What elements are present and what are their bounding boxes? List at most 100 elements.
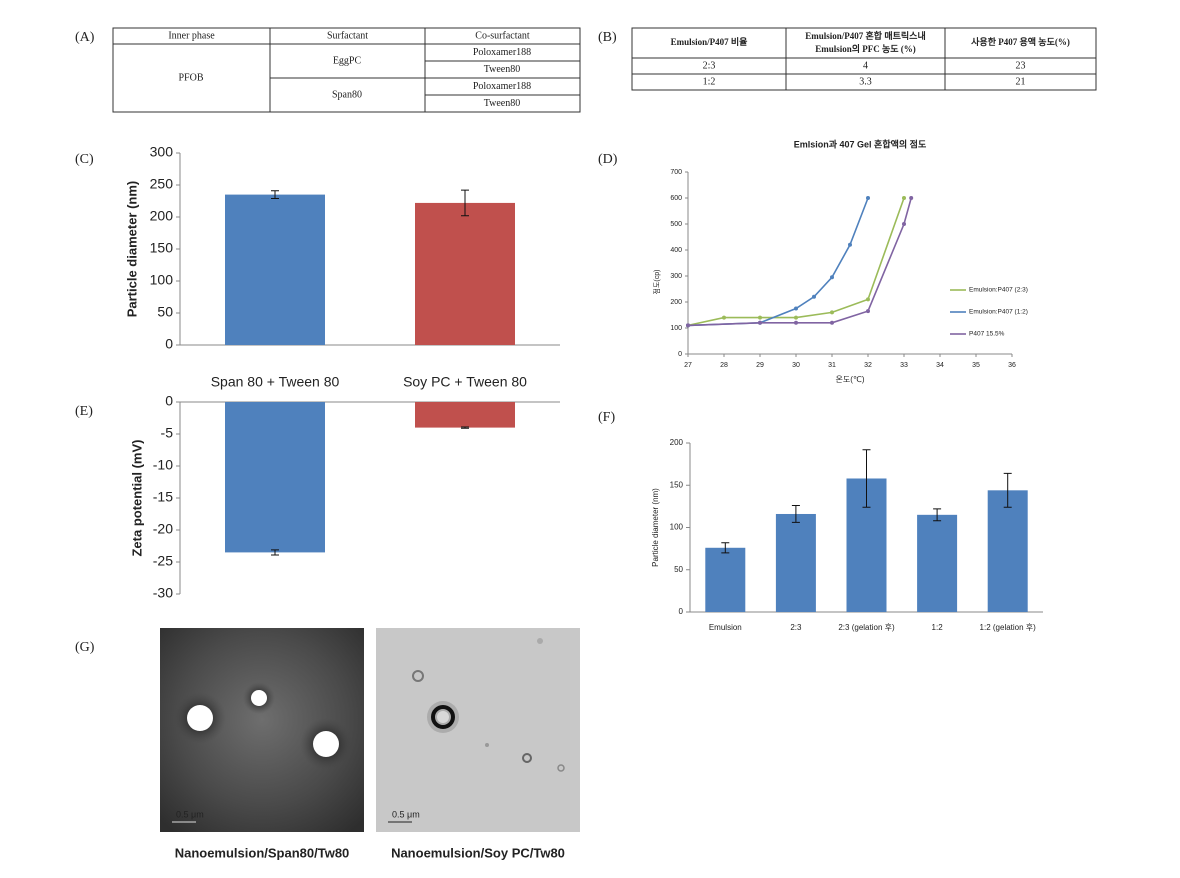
point bbox=[866, 297, 870, 302]
y-tick-label: 300 bbox=[670, 273, 682, 280]
point bbox=[794, 320, 798, 325]
y-tick-label: 150 bbox=[670, 480, 684, 489]
table-header: Inner phase bbox=[168, 30, 215, 41]
y-axis-label: Particle diameter (nm) bbox=[124, 181, 139, 318]
series-line bbox=[687, 197, 869, 327]
panel-label: (A) bbox=[75, 30, 95, 45]
table-cell: Poloxamer188 bbox=[473, 47, 531, 58]
panel-label: (F) bbox=[598, 410, 615, 425]
y-tick-label: -5 bbox=[161, 425, 174, 441]
x-tick-label: 30 bbox=[792, 362, 800, 369]
y-axis-label: Zeta potential (mV) bbox=[129, 439, 144, 556]
point bbox=[902, 222, 906, 226]
y-tick-label: 400 bbox=[670, 247, 682, 254]
y-tick-label: -25 bbox=[153, 553, 173, 569]
y-tick-label: -30 bbox=[153, 585, 173, 601]
legend-label: Emulsion:P407 (1:2) bbox=[969, 309, 1028, 316]
x-tick-label: 35 bbox=[972, 362, 980, 369]
table-cell: EggPC bbox=[333, 55, 362, 66]
x-tick-label: 1:2 (gelation 후) bbox=[980, 623, 1037, 632]
table-header: Surfactant bbox=[327, 30, 368, 41]
y-tick-label: 600 bbox=[670, 195, 682, 202]
bar bbox=[415, 202, 515, 345]
bar bbox=[225, 194, 325, 345]
error-bar bbox=[461, 189, 469, 217]
y-tick-label: 150 bbox=[150, 240, 174, 256]
point bbox=[686, 323, 690, 328]
y-axis-label: Particle diameter (nm) bbox=[651, 488, 660, 567]
x-tick-label: 29 bbox=[756, 362, 764, 369]
table-header: Emulsion/P407 비율 bbox=[671, 36, 748, 47]
y-tick-label: -20 bbox=[153, 521, 173, 537]
y-tick-label: 200 bbox=[670, 438, 684, 447]
point bbox=[866, 196, 870, 200]
table-header: 사용한 P407 용액 농도(%) bbox=[971, 36, 1070, 47]
y-tick-label: -15 bbox=[153, 489, 173, 505]
table-cell: 21 bbox=[1016, 76, 1026, 87]
table-cell: 4 bbox=[863, 60, 868, 71]
x-tick-label: 33 bbox=[900, 362, 908, 369]
bar bbox=[225, 402, 325, 553]
point bbox=[830, 310, 834, 315]
y-tick-label: 100 bbox=[670, 325, 682, 332]
table-cell: 3.3 bbox=[859, 76, 872, 87]
table-cell: 1:2 bbox=[703, 76, 716, 87]
table-cell: Tween80 bbox=[484, 98, 521, 109]
point bbox=[902, 196, 906, 200]
y-tick-label: 300 bbox=[150, 144, 174, 160]
x-tick-label: Emulsion bbox=[709, 623, 742, 632]
point bbox=[866, 309, 870, 314]
error-bar bbox=[933, 508, 942, 522]
bar bbox=[987, 490, 1028, 612]
error-bar bbox=[461, 426, 469, 429]
point bbox=[909, 196, 914, 200]
x-tick-label: 2:3 bbox=[790, 623, 802, 632]
point bbox=[794, 315, 798, 320]
table-cell: Tween80 bbox=[484, 64, 521, 75]
point bbox=[848, 242, 852, 247]
y-tick-label: 100 bbox=[150, 272, 174, 288]
bar bbox=[705, 547, 746, 612]
panel-label: (B) bbox=[598, 30, 617, 45]
table-border bbox=[112, 27, 581, 113]
table-cell: 2:3 bbox=[703, 60, 716, 71]
error-bar bbox=[721, 542, 730, 554]
error-bar bbox=[791, 505, 800, 523]
micrograph-2 bbox=[376, 628, 580, 832]
error-bar bbox=[271, 190, 279, 199]
table-cell: Poloxamer188 bbox=[473, 81, 531, 92]
legend-label: P407 15.5% bbox=[969, 331, 1005, 338]
y-tick-label: 0 bbox=[679, 607, 684, 616]
x-tick-label: 1:2 bbox=[932, 623, 944, 632]
micrograph-caption: Nanoemulsion/Span80/Tw80 bbox=[175, 845, 350, 860]
bar bbox=[415, 402, 515, 428]
point bbox=[758, 320, 762, 325]
table-header: Emulsion의 PFC 농도 (%) bbox=[815, 43, 916, 54]
y-tick-label: 700 bbox=[670, 169, 682, 176]
x-tick-label: 28 bbox=[720, 362, 728, 369]
y-tick-label: 0 bbox=[165, 393, 173, 409]
table-cell: Span80 bbox=[332, 89, 362, 100]
panel-label: (C) bbox=[75, 152, 94, 167]
micrograph-caption: Nanoemulsion/Soy PC/Tw80 bbox=[391, 845, 565, 860]
x-tick-label: 32 bbox=[864, 362, 872, 369]
point bbox=[830, 320, 834, 325]
table-header: Emulsion/P407 혼합 매트릭스내 bbox=[805, 30, 925, 41]
point bbox=[830, 275, 834, 280]
micrograph-1 bbox=[160, 628, 364, 832]
table-border bbox=[631, 27, 1097, 91]
y-tick-label: 100 bbox=[670, 523, 684, 532]
y-tick-label: 50 bbox=[157, 304, 173, 320]
point bbox=[794, 306, 798, 311]
x-tick-label: 2:3 (gelation 후) bbox=[838, 623, 895, 632]
legend-label: Emulsion:P407 (2:3) bbox=[969, 287, 1028, 294]
table-cell: PFOB bbox=[178, 72, 203, 83]
x-axis-label: 온도(℃) bbox=[835, 375, 864, 384]
y-tick-label: 500 bbox=[670, 221, 682, 228]
error-bar bbox=[862, 449, 871, 508]
error-bar bbox=[271, 549, 279, 556]
y-axis-label: 점도(cp) bbox=[653, 270, 661, 295]
y-tick-label: 200 bbox=[150, 208, 174, 224]
y-tick-label: 50 bbox=[674, 565, 683, 574]
